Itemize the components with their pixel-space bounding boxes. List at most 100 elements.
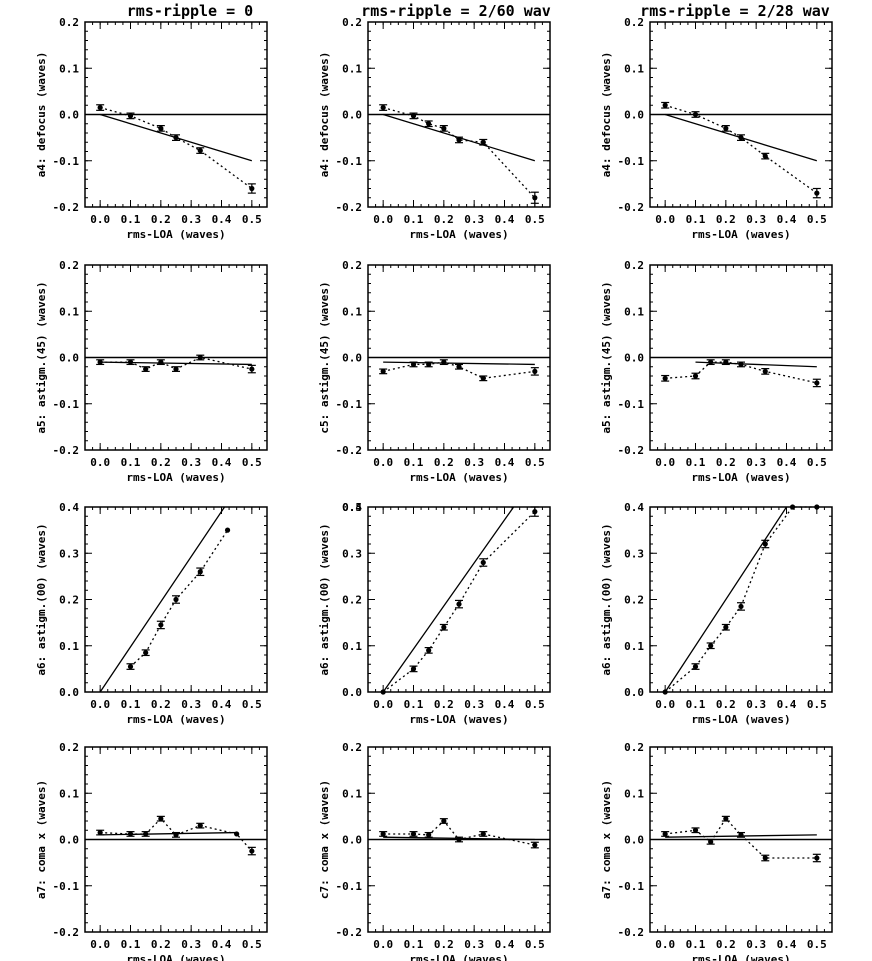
- x-tick-label: 0.5: [525, 456, 545, 469]
- data-point: [441, 125, 447, 131]
- x-tick-label: 0.4: [495, 938, 515, 951]
- data-point: [532, 368, 538, 374]
- x-tick-label: 0.3: [181, 213, 201, 226]
- x-tick-label: 0.0: [655, 213, 675, 226]
- panel-r2-c3: 0.0 0.1 0.2 0.3 0.4 0.5 -0.2 -0.1 0.0 0.1 0.2 rms-L…: [600, 259, 833, 484]
- reference-line: [695, 361, 817, 368]
- y-tick-label: 0.1: [624, 787, 644, 800]
- y-axis-label: a5: astigm.(45) (waves): [600, 281, 613, 433]
- y-tick-label: 0.2: [342, 741, 362, 754]
- x-tick-label: 0.1: [121, 456, 141, 469]
- y-axis-label: a6: astigm.(00) (waves): [35, 523, 48, 675]
- x-tick-label: 0.0: [373, 938, 393, 951]
- x-tick-label: 0.4: [777, 213, 797, 226]
- panel-r4-c3: 0.0 0.1 0.2 0.3 0.4 0.5 -0.2 -0.1 0.0 0.1 0.2 rms-L…: [600, 741, 833, 961]
- data-point: [127, 663, 134, 670]
- x-axis-label: rms-LOA (waves): [126, 471, 225, 484]
- y-tick-label: 0.1: [59, 305, 79, 318]
- x-tick-label: 0.1: [404, 456, 424, 469]
- x-tick-label: 0.0: [90, 698, 110, 711]
- y-tick-label: -0.1: [618, 398, 645, 411]
- data-point: [738, 832, 744, 838]
- y-tick-label: -0.2: [618, 201, 645, 214]
- data-point: [127, 113, 134, 119]
- data-point: [814, 504, 820, 510]
- y-tick-label: -0.1: [618, 880, 645, 893]
- y-tick-label: 0.0: [624, 686, 644, 699]
- data-point: [127, 831, 134, 837]
- x-tick-label: 0.4: [495, 698, 515, 711]
- data-point: [814, 855, 820, 861]
- x-tick-label: 0.3: [746, 213, 766, 226]
- data-point: [662, 831, 668, 837]
- y-tick-label: 0.0: [342, 686, 362, 699]
- data-point: [426, 832, 432, 838]
- y-tick-label: -0.1: [618, 155, 645, 168]
- data-point: [197, 147, 203, 154]
- x-tick-label: 0.2: [151, 938, 171, 951]
- y-tick-label: 0.0: [59, 834, 79, 847]
- y-axis-label: a5: astigm.(45) (waves): [35, 281, 48, 433]
- column-title-3: rms-ripple = 2/28 wav: [640, 2, 830, 20]
- data-point: [380, 831, 386, 837]
- data-point: [762, 153, 768, 159]
- y-tick-label: 0.2: [59, 594, 79, 607]
- x-tick-label: 0.1: [404, 213, 424, 226]
- y-tick-label: 0.2: [342, 16, 362, 29]
- data-point: [814, 190, 820, 196]
- reference-line: [99, 506, 226, 693]
- data-point: [426, 647, 432, 653]
- x-tick-label: 0.0: [655, 938, 675, 951]
- x-tick-label: 0.3: [181, 938, 201, 951]
- y-tick-label: 0.5: [342, 501, 362, 514]
- x-tick-label: 0.0: [373, 456, 393, 469]
- x-axis-label: rms-LOA (waves): [126, 228, 225, 241]
- y-axis-label: a4: defocus (waves): [600, 52, 613, 178]
- data-point: [97, 104, 103, 111]
- x-tick-label: 0.3: [464, 938, 484, 951]
- data-point: [173, 366, 179, 372]
- y-axis-label: a7: coma x (waves): [35, 780, 48, 899]
- x-axis-label: rms-LOA (waves): [409, 471, 508, 484]
- data-point: [692, 663, 699, 670]
- y-axis-label: c7: coma x (waves): [318, 780, 331, 899]
- y-tick-label: 0.2: [624, 594, 644, 607]
- y-tick-label: -0.1: [53, 398, 80, 411]
- y-tick-label: -0.1: [53, 155, 80, 168]
- x-tick-label: 0.5: [525, 938, 545, 951]
- panel-r4-c1: 0.0 0.1 0.2 0.3 0.4 0.5 -0.2 -0.1 0.0 0.1 0.2 rms-L…: [35, 741, 268, 961]
- data-point: [410, 831, 417, 837]
- panel-r1-c1: 0.0 0.1 0.2 0.3 0.4 0.5 -0.2 -0.1 0.0 0.1 0.2 rms-L…: [35, 16, 268, 241]
- x-tick-label: 0.5: [242, 213, 262, 226]
- panel-grid: 0.0 0.1 0.2 0.3 0.4 0.5 -0.2 -0.1 0.0 0.1 0.2 rms-L…: [35, 16, 833, 961]
- data-point: [692, 373, 699, 379]
- y-axis-label: c5: astigm.(45) (waves): [318, 281, 331, 433]
- data-point: [662, 375, 668, 381]
- x-tick-label: 0.1: [686, 213, 706, 226]
- data-point: [723, 624, 729, 630]
- x-tick-label: 0.4: [495, 213, 515, 226]
- y-tick-label: -0.1: [336, 880, 363, 893]
- panel-r2-c2: 0.0 0.1 0.2 0.3 0.4 0.5 -0.2 -0.1 0.0 0.1 0.2 rms-L…: [318, 259, 551, 484]
- y-tick-label: 0.2: [342, 259, 362, 272]
- data-point: [532, 509, 538, 515]
- x-tick-label: 0.2: [716, 213, 736, 226]
- x-axis-label: rms-LOA (waves): [691, 713, 790, 726]
- y-tick-label: -0.2: [53, 926, 80, 939]
- data-point: [532, 195, 538, 201]
- data-point: [173, 596, 179, 603]
- data-point: [692, 111, 699, 118]
- data-point: [249, 185, 255, 192]
- data-point: [814, 380, 820, 386]
- x-tick-label: 0.2: [716, 698, 736, 711]
- y-tick-label: -0.2: [336, 444, 363, 457]
- x-axis-label: rms-LOA (waves): [409, 713, 508, 726]
- y-tick-label: -0.2: [53, 444, 80, 457]
- data-point: [410, 361, 417, 368]
- x-tick-label: 0.0: [90, 213, 110, 226]
- data-point: [762, 541, 768, 547]
- data-point: [158, 816, 164, 822]
- y-tick-label: 0.1: [59, 62, 79, 75]
- data-point: [532, 842, 538, 848]
